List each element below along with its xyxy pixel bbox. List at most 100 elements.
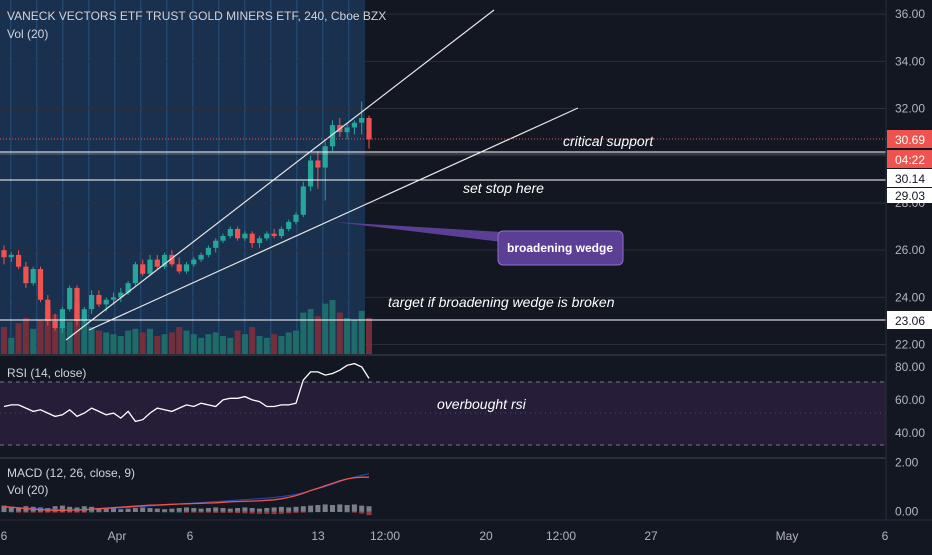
candle[interactable] [198,252,204,262]
candle[interactable] [220,233,226,244]
candle[interactable] [315,151,321,189]
rsi-label: RSI (14, close) [7,366,86,380]
candle[interactable] [183,261,190,274]
candle[interactable] [16,250,22,270]
candle[interactable] [359,101,365,135]
candle[interactable] [249,231,255,248]
candle[interactable] [132,261,138,286]
candle[interactable] [37,266,44,303]
candle[interactable] [118,287,124,303]
candle[interactable] [286,219,292,232]
macd-volume-bar [162,509,168,512]
candle[interactable] [162,252,168,270]
candle[interactable] [264,231,270,241]
volume-bar [190,334,197,354]
candle[interactable] [329,120,336,152]
candle[interactable] [344,122,350,140]
candlesticks[interactable] [1,101,372,333]
set-stop-note[interactable]: set stop here [463,180,544,196]
candle-body [16,254,22,267]
candle[interactable] [52,313,58,331]
candle[interactable] [8,252,14,262]
candle[interactable] [191,257,197,267]
time-axis[interactable] [0,520,932,550]
candle-body [103,299,109,305]
critical-support-note[interactable]: critical support [563,133,654,149]
candle-body [23,266,29,284]
candle[interactable] [147,254,153,277]
overbought-note[interactable]: overbought rsi [437,396,527,412]
time-label: May [776,529,799,543]
candle[interactable] [308,155,314,192]
wedge-upper-trendline[interactable] [65,9,495,341]
candle-body [322,146,328,168]
volume-bar [37,319,44,354]
candle[interactable] [81,306,87,324]
candle[interactable] [154,254,160,270]
level-29-tag-text: 29.03 [895,189,925,203]
target-note[interactable]: target if broadening wedge is broken [388,294,615,310]
broadening-wedge-callout[interactable] [497,230,624,266]
volume-bar [285,332,292,354]
candle[interactable] [235,226,241,241]
candle[interactable] [30,266,36,286]
candle[interactable] [67,285,73,312]
price-axis[interactable] [886,0,932,520]
candle[interactable] [110,292,117,305]
macd-histogram-bar [1,511,7,513]
candle[interactable] [205,245,211,258]
volume-bar [15,323,22,354]
candle[interactable] [278,226,284,239]
macd-volume-bar [213,507,219,512]
macd-volume-bar [271,507,277,512]
candle[interactable] [213,238,219,253]
candle[interactable] [271,228,277,239]
macd-histogram-bar [257,511,262,514]
rsi-line[interactable] [3,362,370,423]
candle[interactable] [74,285,80,326]
candle[interactable] [366,115,372,149]
candle[interactable] [293,212,299,225]
volume-bar [336,312,343,354]
chart-title: VANECK VECTORS ETF TRUST GOLD MINERS ETF… [7,9,386,23]
candle[interactable] [351,120,357,135]
volume-bar [110,334,117,354]
macd-volume-bar [154,508,160,512]
candle-body [45,299,51,321]
macd-volume-bar [359,505,365,512]
macd-volume-bar [103,508,109,512]
session-stripe [192,0,194,354]
macd-volume-bar [366,506,372,512]
candle[interactable] [300,181,306,218]
volume-bar [227,337,234,354]
countdown-tag-text: 04:22 [895,153,925,167]
last-price-tag [887,130,932,148]
candle[interactable] [45,295,51,326]
candle[interactable] [256,236,263,248]
candle[interactable] [23,261,29,288]
candle[interactable] [89,290,95,314]
volume-bar [300,312,307,354]
volume-bar [30,328,37,354]
macd-histogram-bar [81,511,87,513]
candle[interactable] [1,245,7,265]
macd-volume-bar [322,504,328,512]
candle[interactable] [322,141,328,201]
candle[interactable] [96,290,102,307]
candle-body [52,320,58,329]
macd-line [3,476,369,512]
volume-bar [154,336,161,354]
volume-bar [103,332,110,354]
candle[interactable] [227,226,233,239]
volume-bar [132,328,139,354]
volume-bar [81,318,88,354]
candle[interactable] [140,259,146,277]
stop-tag [887,169,932,187]
macd-histogram-bar [359,511,365,514]
candle[interactable] [176,257,182,274]
volume-label: Vol (20) [7,27,48,41]
wedge-lower-trendline[interactable] [88,107,579,331]
candle[interactable] [242,231,248,241]
